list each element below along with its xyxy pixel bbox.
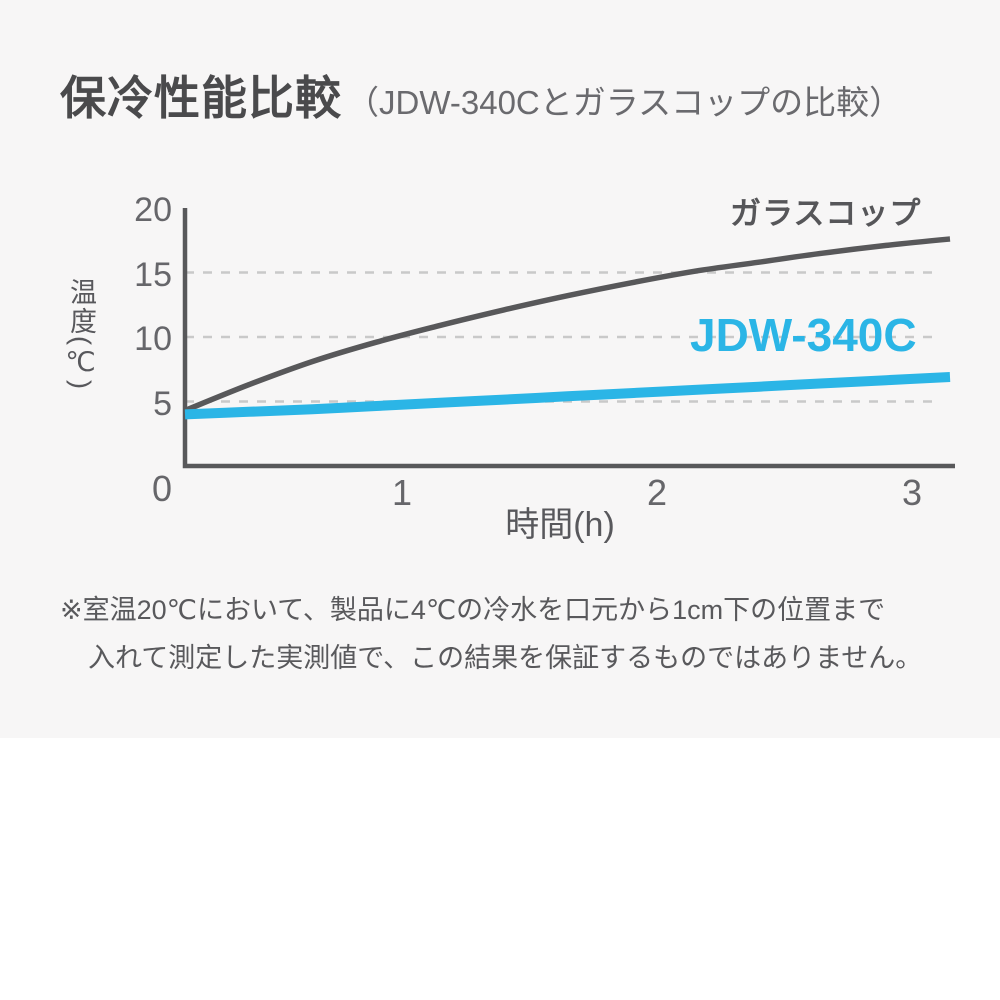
y-tick-15: 15: [134, 256, 172, 294]
chart-panel: 保冷性能比較 （JDW-340Cとガラスコップの比較） 20 15 10 5 0…: [60, 62, 960, 682]
x-tick-1: 1: [391, 472, 413, 513]
page-title: 保冷性能比較: [60, 72, 342, 124]
jdw-340c-line: [184, 372, 951, 420]
footnote-line-1: ※室温20℃において、製品に4℃の冷水を口元から1cm下の位置まで: [60, 595, 886, 625]
y-tick-5: 5: [153, 385, 172, 423]
line-chart: [182, 208, 955, 469]
x-tick-3: 3: [901, 472, 923, 513]
y-axis-label: 温度(℃): [66, 278, 96, 391]
footnote: ※室温20℃において、製品に4℃の冷水を口元から1cm下の位置まで 入れて測定し…: [60, 586, 960, 682]
chart-header: 保冷性能比較 （JDW-340Cとガラスコップの比較）: [60, 62, 902, 128]
y-tick-20: 20: [134, 191, 172, 229]
glass-cup-line: [183, 236, 951, 414]
series-label-jdw-340c: JDW-340C: [690, 309, 917, 361]
footnote-line-2: 入れて測定した実測値で、この結果を保証するものではありません。: [88, 643, 923, 673]
series-label-glass-cup: ガラスコップ: [730, 196, 922, 231]
x-tick-2: 2: [646, 472, 668, 513]
y-tick-10: 10: [134, 320, 172, 358]
caption-panel: 飲み頃温度をキープ ガラスコップと比べるとこんなにも 温度差が。: [0, 738, 1000, 1000]
origin-tick-0: 0: [151, 468, 172, 509]
x-axis-label: 時間(h): [505, 506, 615, 544]
page-subtitle: （JDW-340Cとガラスコップの比較）: [346, 84, 903, 121]
chart-axes: [182, 208, 955, 469]
